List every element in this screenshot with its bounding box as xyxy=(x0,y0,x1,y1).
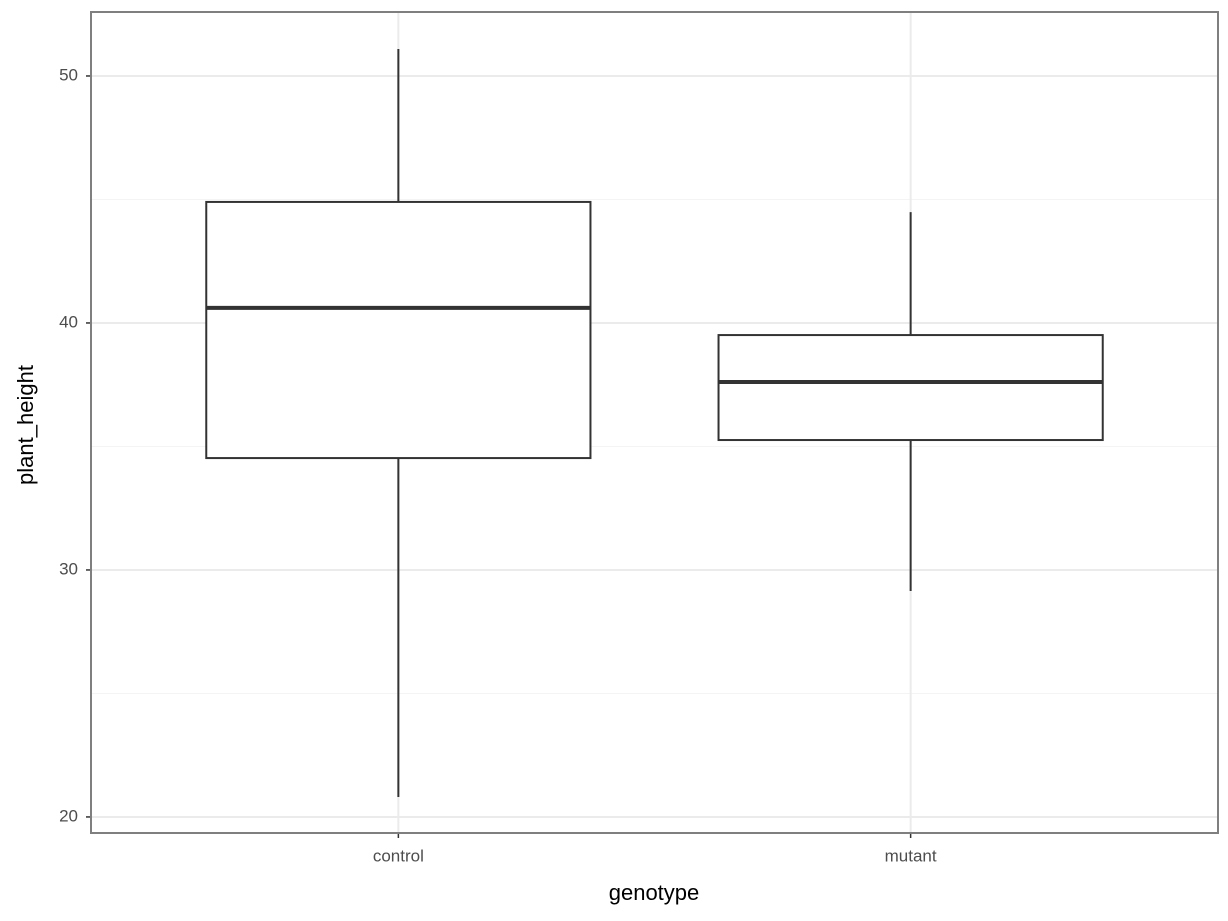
box xyxy=(717,334,1104,442)
box xyxy=(205,200,592,460)
y-tick-label: 20 xyxy=(59,806,78,825)
y-tick-label: 40 xyxy=(59,312,78,331)
y-tick-label: 50 xyxy=(59,65,78,84)
x-tick-label: control xyxy=(373,846,424,865)
y-axis-title: plant_height xyxy=(13,365,38,485)
x-tick-label: mutant xyxy=(885,846,937,865)
panel-border xyxy=(90,11,1219,834)
x-axis-title: genotype xyxy=(609,880,700,905)
y-tick-label: 30 xyxy=(59,559,78,578)
